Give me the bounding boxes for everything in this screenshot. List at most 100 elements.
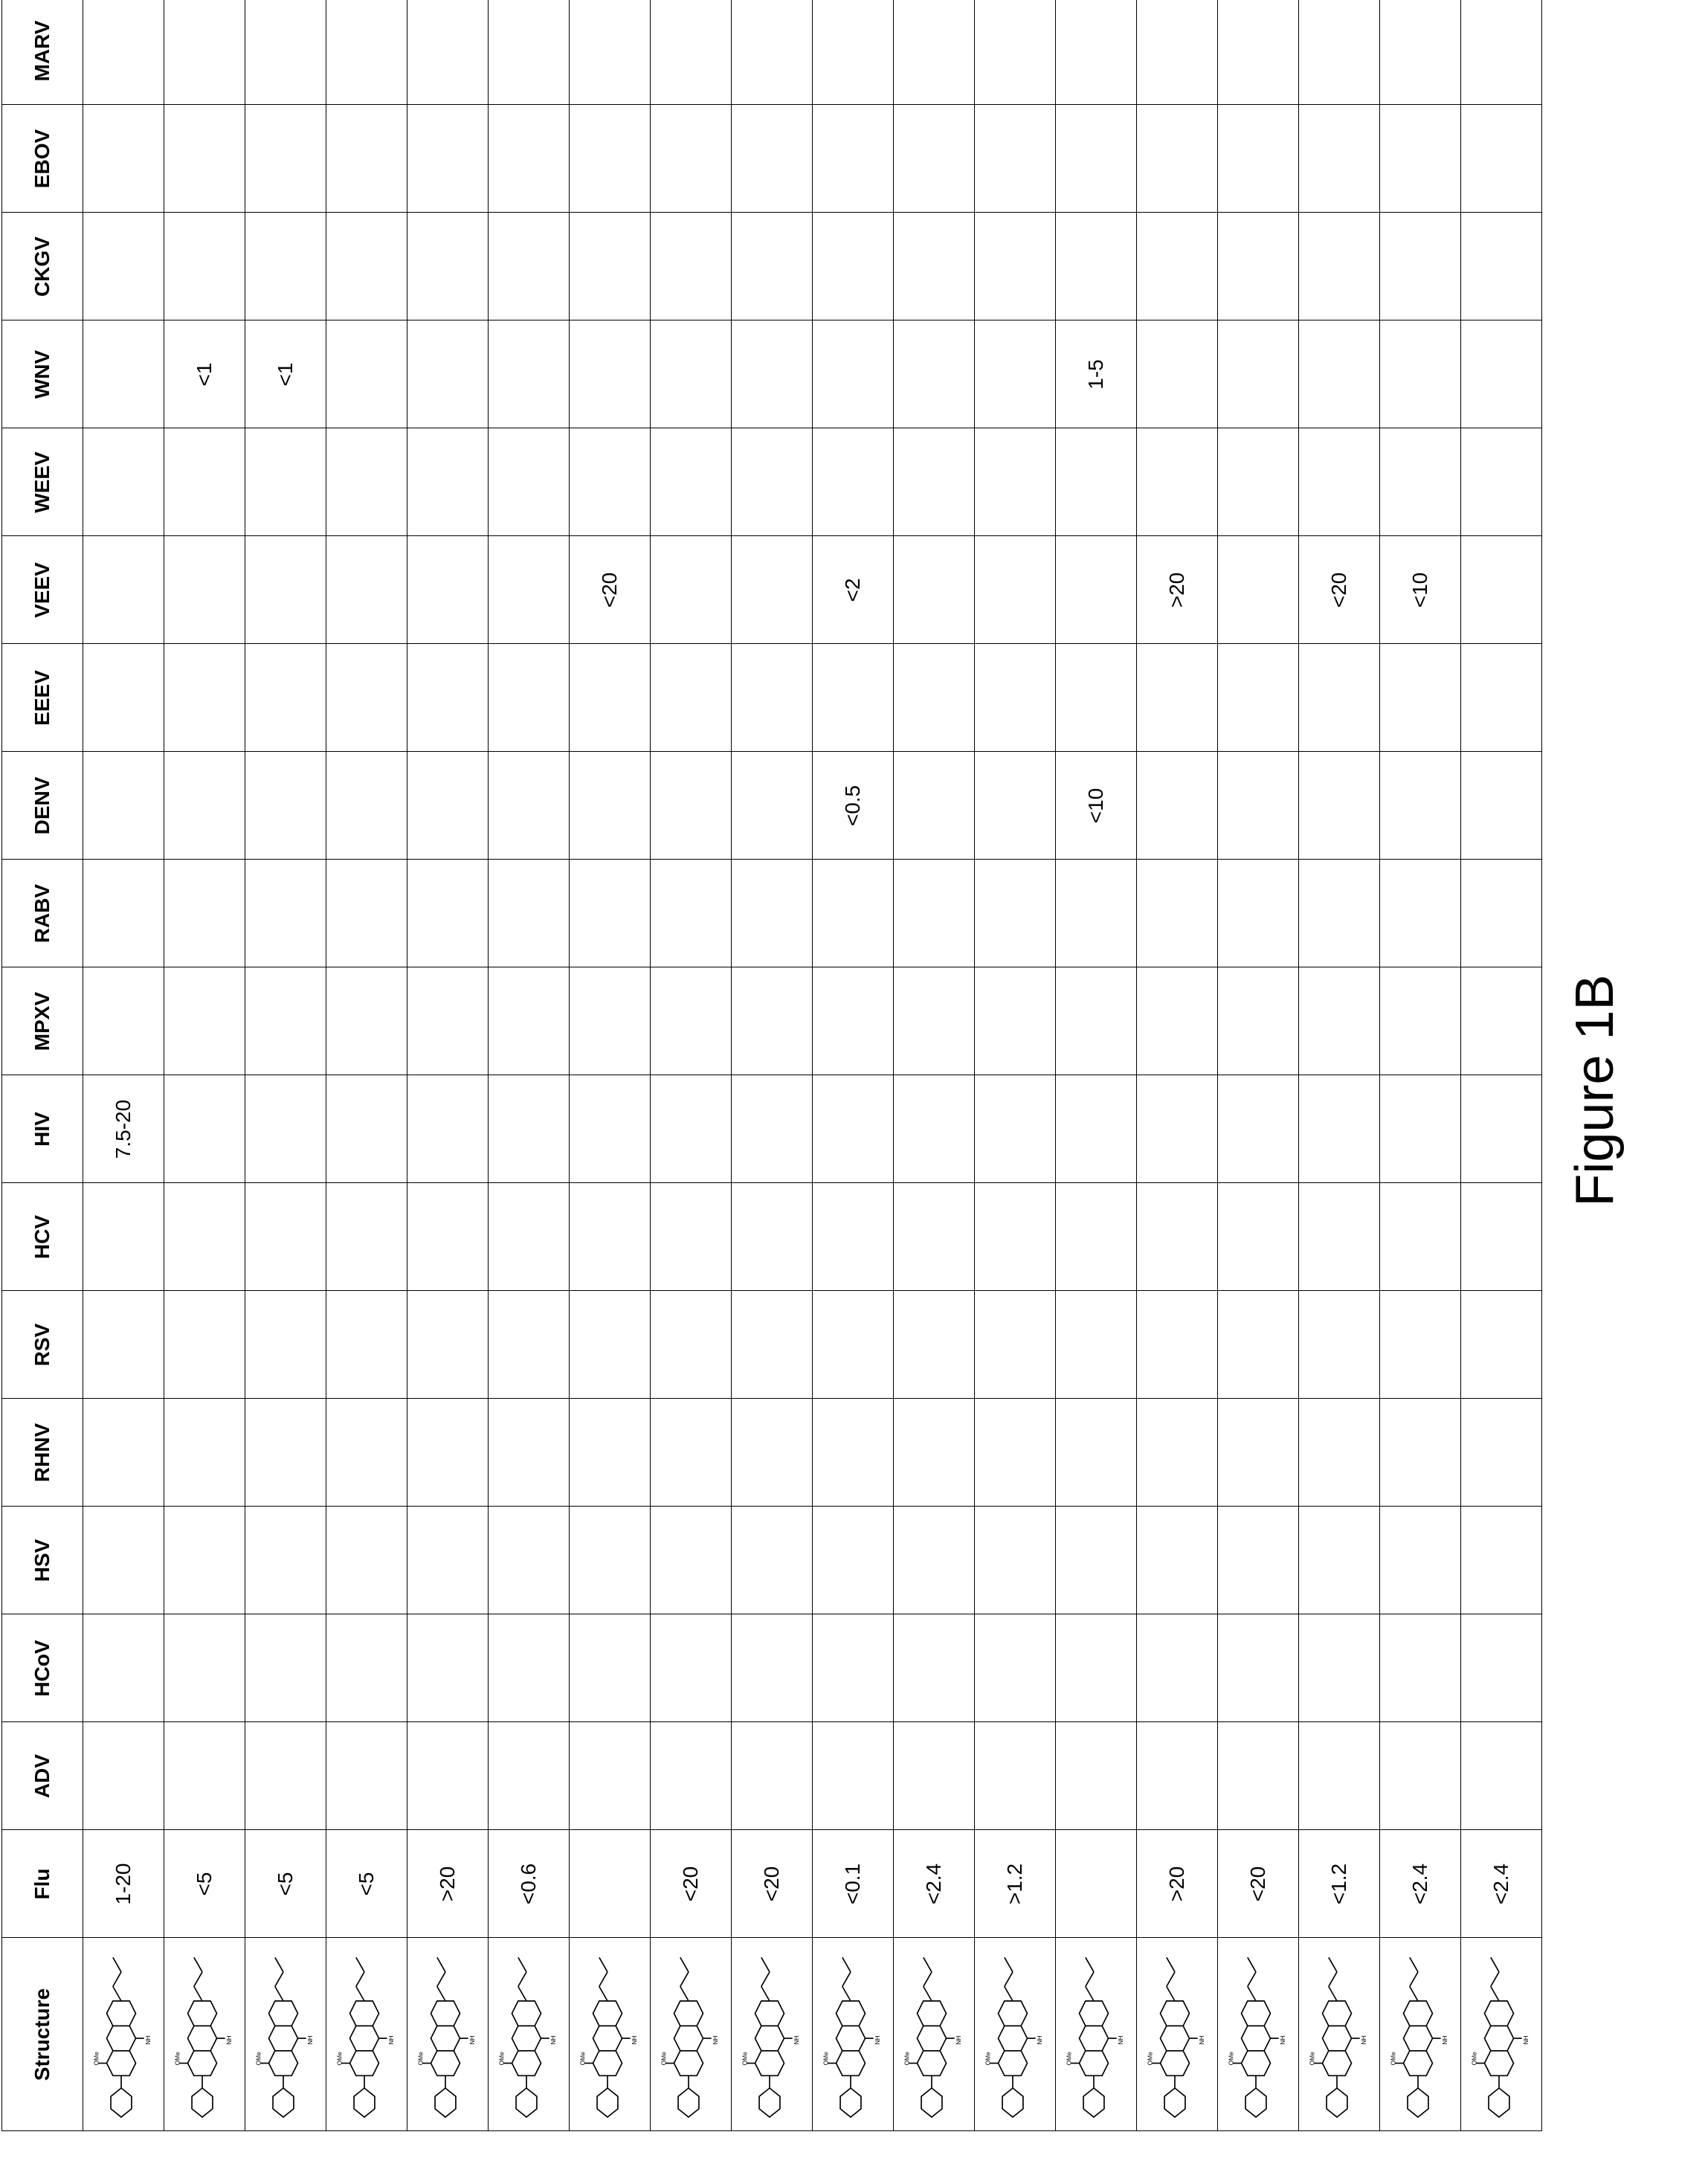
cell-rabv (245, 860, 326, 967)
cell-hiv (1056, 1075, 1137, 1183)
cell-marv (1299, 0, 1380, 105)
cell-marv (489, 0, 570, 105)
cell-hsv (1137, 1507, 1218, 1614)
cell-veev (894, 536, 975, 644)
cell-mpxv (1056, 967, 1137, 1075)
cell-wnv (489, 320, 570, 428)
cell-rabv (83, 860, 164, 967)
cell-flu: <2.4 (1380, 1830, 1461, 1938)
cell-flu: 1-20 (83, 1830, 164, 1938)
table-body: 1-207.5-20<5<1<5<1<5>20<0.6<20<20<20<0.1… (83, 0, 1542, 2131)
cell-adv (651, 1722, 732, 1830)
cell-denv (407, 752, 489, 860)
structure-cell (1056, 1938, 1137, 2131)
cell-mpxv (1299, 967, 1380, 1075)
cell-rsv (407, 1291, 489, 1399)
cell-veev (1056, 536, 1137, 644)
cell-rhnv (245, 1399, 326, 1507)
cell-rhnv (83, 1399, 164, 1507)
cell-rsv (1461, 1291, 1542, 1399)
molecule-structure-icon (979, 1942, 1046, 2128)
cell-rhnv (651, 1399, 732, 1507)
cell-flu: >20 (1137, 1830, 1218, 1938)
cell-wnv (1299, 320, 1380, 428)
cell-rhnv (407, 1399, 489, 1507)
cell-ebov (651, 105, 732, 213)
cell-hcv (1218, 1183, 1299, 1291)
cell-ebov (1056, 105, 1137, 213)
cell-hcov (245, 1614, 326, 1722)
cell-adv (1056, 1722, 1137, 1830)
cell-ckgv (1056, 213, 1137, 320)
cell-ebov (894, 105, 975, 213)
cell-hcv (732, 1183, 813, 1291)
cell-eeev (1461, 644, 1542, 752)
cell-veev (1461, 536, 1542, 644)
column-header-hcv: HCV (2, 1183, 83, 1291)
molecule-structure-icon (1303, 1942, 1370, 2128)
cell-ebov (975, 105, 1056, 213)
cell-hcov (407, 1614, 489, 1722)
structure-cell (732, 1938, 813, 2131)
cell-denv (326, 752, 407, 860)
cell-rabv (1218, 860, 1299, 967)
cell-mpxv (1137, 967, 1218, 1075)
cell-rhnv (894, 1399, 975, 1507)
molecule-structure-icon (88, 1942, 155, 2128)
cell-rsv (489, 1291, 570, 1399)
table-row: >20>20 (1137, 0, 1218, 2131)
cell-rabv (326, 860, 407, 967)
cell-eeev (489, 644, 570, 752)
molecule-structure-icon (736, 1942, 803, 2128)
cell-adv (894, 1722, 975, 1830)
structure-cell (407, 1938, 489, 2131)
cell-marv (245, 0, 326, 105)
cell-hiv (813, 1075, 894, 1183)
cell-hcov (975, 1614, 1056, 1722)
cell-marv (975, 0, 1056, 105)
cell-flu: <0.6 (489, 1830, 570, 1938)
cell-weev (407, 428, 489, 536)
cell-hcv (570, 1183, 651, 1291)
cell-mpxv (326, 967, 407, 1075)
cell-eeev (326, 644, 407, 752)
cell-hsv (245, 1507, 326, 1614)
cell-rhnv (813, 1399, 894, 1507)
cell-hiv (1299, 1075, 1380, 1183)
column-header-hiv: HIV (2, 1075, 83, 1183)
cell-mpxv (164, 967, 245, 1075)
cell-weev (1299, 428, 1380, 536)
cell-rabv (570, 860, 651, 967)
cell-veev (407, 536, 489, 644)
cell-eeev (732, 644, 813, 752)
cell-ebov (1137, 105, 1218, 213)
cell-denv (83, 752, 164, 860)
cell-hcov (164, 1614, 245, 1722)
cell-flu: <20 (1218, 1830, 1299, 1938)
cell-ckgv (407, 213, 489, 320)
cell-ebov (1218, 105, 1299, 213)
molecule-structure-icon (817, 1942, 884, 2128)
cell-ckgv (813, 213, 894, 320)
cell-adv (813, 1722, 894, 1830)
cell-rsv (326, 1291, 407, 1399)
cell-rsv (570, 1291, 651, 1399)
cell-rabv (894, 860, 975, 967)
cell-rabv (813, 860, 894, 967)
cell-flu (570, 1830, 651, 1938)
cell-hcv (1461, 1183, 1542, 1291)
cell-flu: >1.2 (975, 1830, 1056, 1938)
cell-eeev (894, 644, 975, 752)
cell-rhnv (164, 1399, 245, 1507)
cell-hsv (732, 1507, 813, 1614)
cell-weev (1218, 428, 1299, 536)
cell-hiv (489, 1075, 570, 1183)
cell-denv (164, 752, 245, 860)
cell-weev (732, 428, 813, 536)
cell-hiv (894, 1075, 975, 1183)
cell-mpxv (245, 967, 326, 1075)
cell-mpxv (489, 967, 570, 1075)
molecule-structure-icon (1385, 1942, 1451, 2128)
cell-hsv (326, 1507, 407, 1614)
structure-cell (975, 1938, 1056, 2131)
